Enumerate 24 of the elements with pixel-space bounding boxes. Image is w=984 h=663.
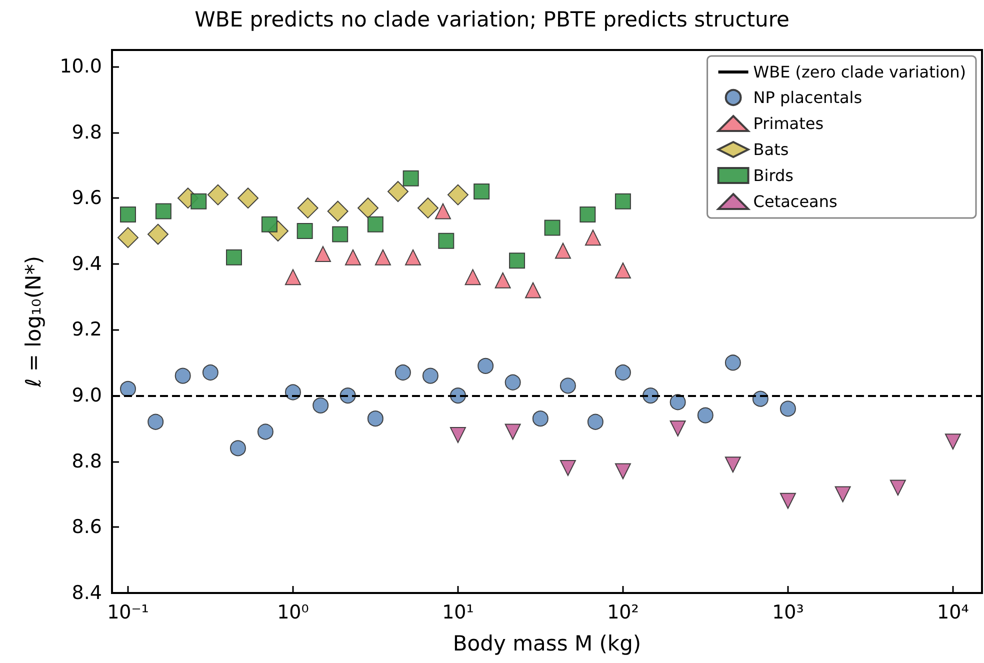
legend-label: Birds [753, 166, 794, 185]
legend-label: Bats [753, 140, 789, 159]
y-tick-label: 9.0 [72, 384, 102, 407]
y-tick-label: 8.6 [72, 516, 102, 538]
x-tick-label: 10⁴ [937, 602, 970, 624]
x-tick-label: 10⁻¹ [107, 602, 149, 624]
x-tick-label: 10¹ [442, 602, 474, 624]
chart-title: WBE predicts no clade variation; PBTE predicts structure [194, 8, 790, 32]
legend-label: WBE (zero clade variation) [753, 62, 966, 82]
x-tick-label: 10² [607, 602, 639, 624]
y-axis-title: ℓ = log₁₀(N*) [22, 256, 46, 388]
legend-label: NP placentals [753, 88, 862, 107]
y-tick-label: 8.4 [72, 582, 102, 604]
x-tick-label: 10⁰ [277, 602, 309, 624]
y-tick-label: 9.2 [72, 318, 102, 341]
x-axis-title: Body mass M (kg) [452, 632, 642, 656]
y-tick-label: 9.6 [72, 187, 102, 210]
legend-label: Cetaceans [753, 192, 838, 211]
y-tick-label: 9.4 [72, 252, 102, 275]
x-tick-label: 10³ [772, 602, 804, 624]
legend-label: Primates [753, 114, 824, 133]
y-tick-label: 10.0 [60, 55, 102, 78]
y-tick-label: 8.8 [72, 450, 102, 472]
y-tick-label: 9.8 [72, 121, 102, 144]
